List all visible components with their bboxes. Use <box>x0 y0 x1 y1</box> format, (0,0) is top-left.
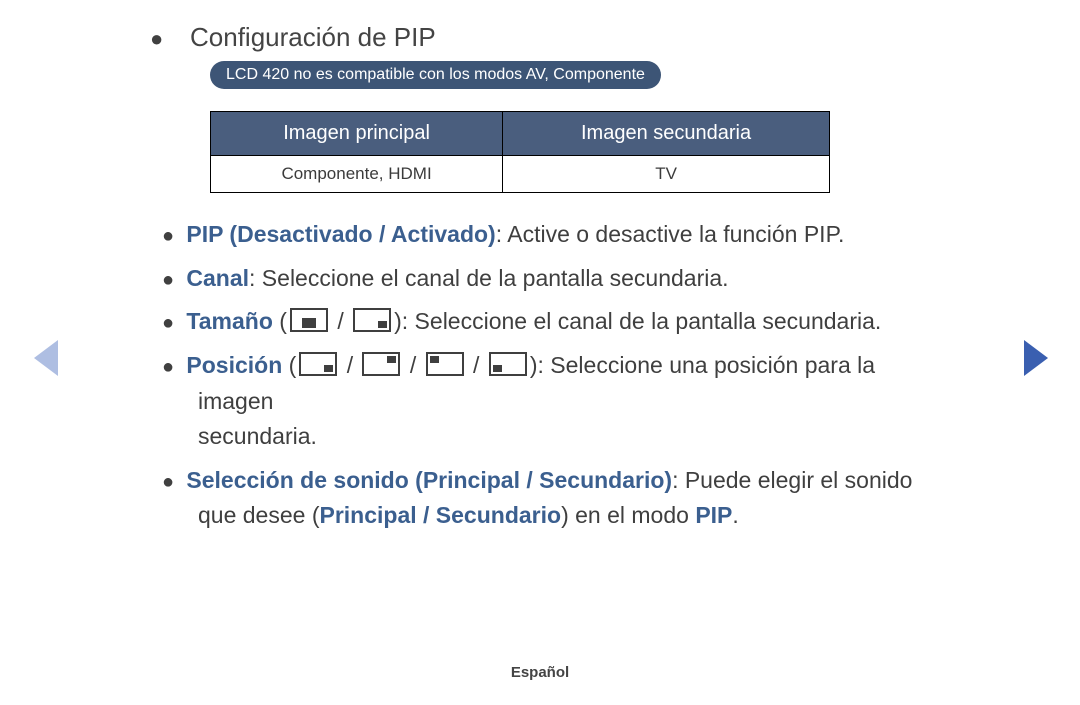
position-top-right-icon <box>362 352 400 376</box>
paren-close: ) <box>530 352 538 378</box>
option-posicion: ● Posición ( / / / ): Seleccione una pos… <box>150 348 950 455</box>
option-canal: ● Canal: Seleccione el canal de la panta… <box>150 261 950 297</box>
table-header-secondary: Imagen secundaria <box>503 112 830 156</box>
option-label: Selección de sonido (Principal / Secunda… <box>186 467 672 493</box>
table-cell-secondary: TV <box>503 156 830 193</box>
section-title-row: ● Configuración de PIP <box>150 22 950 53</box>
paren-open: ( <box>282 352 296 378</box>
bullet-icon: ● <box>150 28 168 50</box>
nav-next-arrow[interactable] <box>1024 340 1048 376</box>
option-keyword-b: PIP <box>695 502 732 528</box>
paren-open: ( <box>273 308 287 334</box>
option-sonido: ● Selección de sonido (Principal / Secun… <box>150 463 950 534</box>
option-pip: ● PIP (Desactivado / Activado): Active o… <box>150 217 950 253</box>
options-list: ● PIP (Desactivado / Activado): Active o… <box>150 217 950 534</box>
table-header-main: Imagen principal <box>211 112 503 156</box>
table-header-row: Imagen principal Imagen secundaria <box>211 112 830 156</box>
separator: / <box>331 308 350 334</box>
option-label: Tamaño <box>186 308 272 334</box>
option-text: : Seleccione el canal de la pantalla sec… <box>402 308 882 334</box>
separator: / <box>403 352 422 378</box>
table-row: Componente, HDMI TV <box>211 156 830 193</box>
page-content: ● Configuración de PIP LCD 420 no es com… <box>150 22 950 542</box>
option-label: Posición <box>186 352 282 378</box>
table-cell-main: Componente, HDMI <box>211 156 503 193</box>
position-top-left-icon <box>426 352 464 376</box>
option-text: : Seleccione el canal de la pantalla sec… <box>249 265 729 291</box>
option-text-line2: secundaria. <box>198 423 317 449</box>
option-keyword-a: Principal / Secundario <box>319 502 561 528</box>
pip-table: Imagen principal Imagen secundaria Compo… <box>210 111 830 193</box>
separator: / <box>467 352 486 378</box>
size-large-icon <box>290 308 328 332</box>
nav-prev-arrow[interactable] <box>34 340 58 376</box>
option-text-b: ) en el modo <box>561 502 695 528</box>
option-tamano: ● Tamaño ( / ): Seleccione el canal de l… <box>150 304 950 340</box>
position-bottom-left-icon <box>489 352 527 376</box>
option-label: Canal <box>186 265 249 291</box>
option-text: : Active o desactive la función PIP. <box>496 221 845 247</box>
size-small-icon <box>353 308 391 332</box>
option-text-c: . <box>732 502 738 528</box>
paren-close: ) <box>394 308 402 334</box>
position-bottom-right-icon <box>299 352 337 376</box>
separator: / <box>340 352 359 378</box>
option-label: PIP (Desactivado / Activado) <box>186 221 495 247</box>
page-language-footer: Español <box>0 664 1080 681</box>
section-title: Configuración de PIP <box>190 22 436 53</box>
compatibility-note-badge: LCD 420 no es compatible con los modos A… <box>210 61 661 89</box>
